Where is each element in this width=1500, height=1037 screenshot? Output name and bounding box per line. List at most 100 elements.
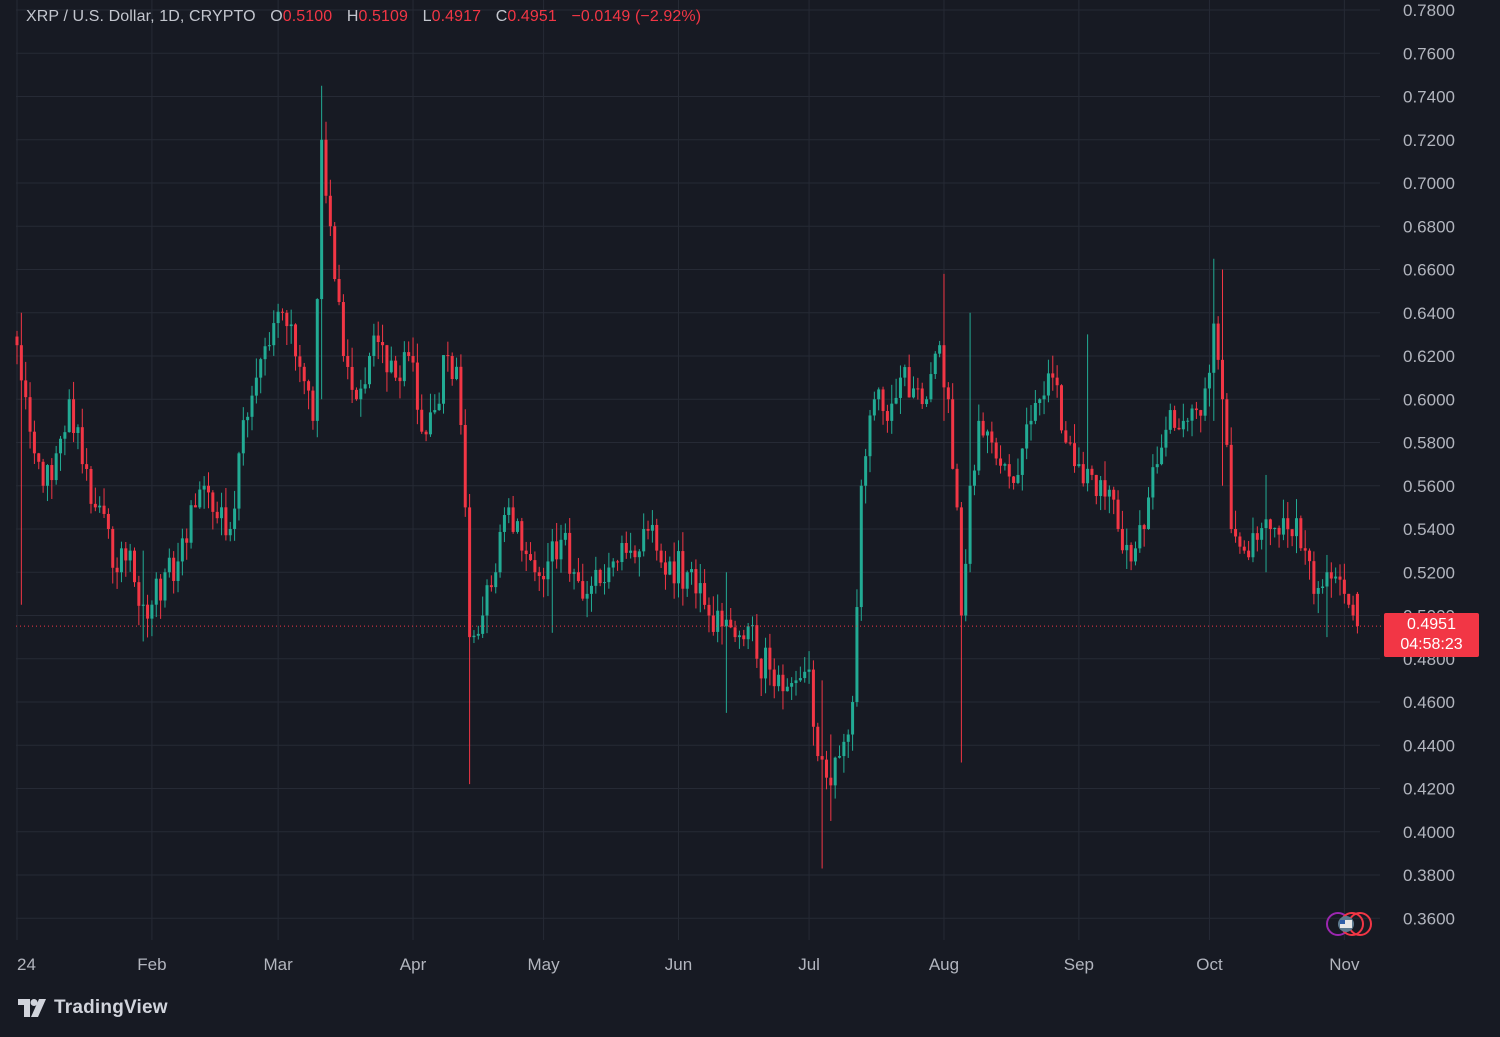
candle bbox=[764, 637, 768, 694]
candle bbox=[363, 367, 367, 394]
candle bbox=[1281, 499, 1285, 541]
price-tick-label: 0.6000 bbox=[1403, 390, 1455, 409]
candle bbox=[1273, 527, 1277, 538]
tradingview-logo[interactable]: TradingView bbox=[18, 996, 168, 1020]
candle bbox=[381, 324, 385, 364]
candle bbox=[903, 364, 907, 387]
candle-body bbox=[1103, 480, 1107, 497]
candle-body bbox=[729, 619, 733, 628]
candle-body bbox=[424, 431, 428, 435]
candle bbox=[63, 425, 67, 456]
candle bbox=[1068, 435, 1072, 446]
candle bbox=[1112, 486, 1116, 515]
candle-body bbox=[1007, 464, 1011, 477]
price-tick-label: 0.3800 bbox=[1403, 866, 1455, 885]
candle bbox=[193, 493, 197, 508]
candle bbox=[302, 362, 306, 395]
candle-body bbox=[646, 529, 650, 531]
candle-body bbox=[54, 453, 58, 481]
time-tick-label: Mar bbox=[263, 955, 293, 974]
candle bbox=[1086, 334, 1090, 492]
candle-body bbox=[1073, 443, 1077, 467]
candle-body bbox=[159, 578, 163, 601]
candle bbox=[280, 308, 284, 321]
candle-body bbox=[376, 335, 380, 343]
candle bbox=[1046, 359, 1050, 403]
candle bbox=[999, 445, 1003, 474]
candle-body bbox=[968, 485, 972, 564]
candle bbox=[1342, 563, 1346, 604]
candle bbox=[1312, 551, 1316, 605]
candle bbox=[481, 596, 485, 638]
candle bbox=[833, 756, 837, 799]
candle bbox=[629, 532, 633, 559]
candle-body bbox=[124, 548, 128, 561]
candle-body bbox=[176, 561, 180, 581]
price-axis[interactable]: 0.7800 0.7600 0.7400 0.7200 0.7000 0.6800 0.66… bbox=[1403, 1, 1455, 928]
candle bbox=[803, 657, 807, 683]
candle bbox=[415, 343, 419, 425]
candle-body bbox=[690, 569, 694, 573]
candle bbox=[655, 518, 659, 561]
candle bbox=[502, 507, 506, 543]
candle bbox=[463, 409, 467, 517]
candle bbox=[1090, 465, 1094, 481]
candle-body bbox=[468, 507, 472, 638]
candle-body bbox=[411, 356, 415, 363]
candle bbox=[228, 521, 232, 542]
candle bbox=[1351, 595, 1355, 621]
candle bbox=[220, 492, 224, 536]
candle bbox=[98, 496, 102, 513]
candle-body bbox=[677, 551, 681, 584]
candle bbox=[772, 658, 776, 699]
candle-body bbox=[759, 658, 763, 679]
candle-body bbox=[959, 507, 963, 616]
candle bbox=[1194, 401, 1198, 419]
candle-body bbox=[1029, 420, 1033, 425]
candle-body bbox=[803, 671, 807, 679]
candle bbox=[942, 273, 946, 421]
candle-body bbox=[1112, 489, 1116, 500]
event-markers[interactable] bbox=[1326, 912, 1372, 936]
candle bbox=[811, 660, 815, 746]
candle-body bbox=[298, 356, 302, 367]
candle bbox=[133, 547, 137, 587]
candle bbox=[1003, 462, 1007, 471]
candle bbox=[394, 355, 398, 382]
candle bbox=[1107, 485, 1111, 514]
candle-body bbox=[1151, 467, 1155, 498]
time-tick-label: Jul bbox=[798, 955, 820, 974]
candle-body bbox=[846, 734, 850, 742]
candle bbox=[642, 513, 646, 557]
open-label: O bbox=[270, 8, 283, 25]
candle-body bbox=[1099, 480, 1103, 497]
candle-body bbox=[1277, 527, 1281, 535]
candle-body bbox=[1181, 420, 1185, 430]
candle-body bbox=[294, 324, 298, 357]
candle bbox=[1325, 554, 1329, 638]
candle-body bbox=[472, 635, 476, 638]
time-axis[interactable]: 24 Feb Mar Apr May Jun Jul Aug Sep Oct Nov bbox=[17, 955, 1360, 974]
candle-body bbox=[428, 412, 432, 435]
symbol-title[interactable]: XRP / U.S. Dollar, 1D, CRYPTO bbox=[26, 8, 256, 25]
candle-body bbox=[141, 604, 145, 606]
candle bbox=[729, 608, 733, 629]
candle-body bbox=[224, 507, 228, 536]
time-tick-label: Nov bbox=[1329, 955, 1360, 974]
candle-body bbox=[441, 355, 445, 404]
candle bbox=[968, 312, 972, 573]
candle bbox=[246, 412, 250, 438]
candle-body bbox=[1212, 323, 1216, 373]
footer-bar bbox=[0, 982, 1500, 1032]
price-tick-label: 0.6400 bbox=[1403, 304, 1455, 323]
candle-body bbox=[1003, 464, 1007, 466]
candle-body bbox=[1255, 533, 1259, 540]
candle-body bbox=[1199, 410, 1203, 416]
candle-body bbox=[733, 627, 737, 638]
candle-body bbox=[524, 550, 528, 555]
candle bbox=[346, 339, 350, 380]
candle bbox=[633, 545, 637, 564]
candle bbox=[1164, 416, 1168, 457]
